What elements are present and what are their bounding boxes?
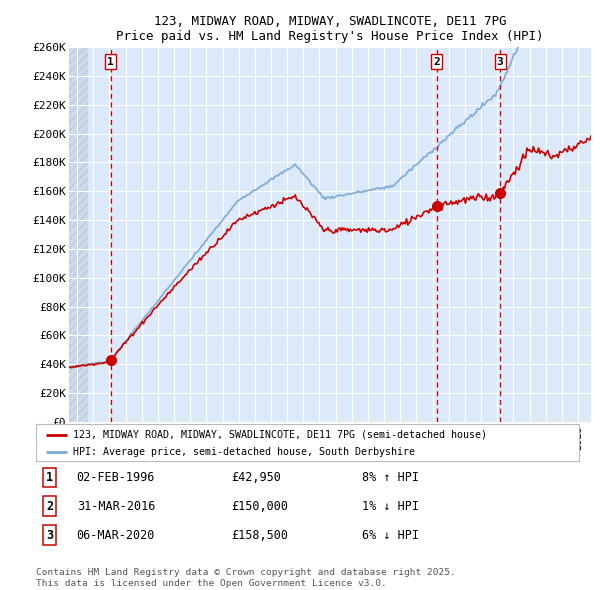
Text: 1: 1 [46,471,53,484]
Text: HPI: Average price, semi-detached house, South Derbyshire: HPI: Average price, semi-detached house,… [73,447,415,457]
Text: 6% ↓ HPI: 6% ↓ HPI [362,529,419,542]
Title: 123, MIDWAY ROAD, MIDWAY, SWADLINCOTE, DE11 7PG
Price paid vs. HM Land Registry': 123, MIDWAY ROAD, MIDWAY, SWADLINCOTE, D… [116,15,544,43]
Text: £150,000: £150,000 [232,500,289,513]
Text: 02-FEB-1996: 02-FEB-1996 [77,471,155,484]
Text: 3: 3 [497,57,503,67]
Text: £158,500: £158,500 [232,529,289,542]
Text: 3: 3 [46,529,53,542]
Text: 8% ↑ HPI: 8% ↑ HPI [362,471,419,484]
Text: Contains HM Land Registry data © Crown copyright and database right 2025.
This d: Contains HM Land Registry data © Crown c… [36,568,456,588]
Text: 123, MIDWAY ROAD, MIDWAY, SWADLINCOTE, DE11 7PG (semi-detached house): 123, MIDWAY ROAD, MIDWAY, SWADLINCOTE, D… [73,430,487,440]
Text: 2: 2 [433,57,440,67]
Text: 2: 2 [46,500,53,513]
Text: 31-MAR-2016: 31-MAR-2016 [77,500,155,513]
Text: 1% ↓ HPI: 1% ↓ HPI [362,500,419,513]
Text: £42,950: £42,950 [232,471,281,484]
Text: 1: 1 [107,57,114,67]
Text: 06-MAR-2020: 06-MAR-2020 [77,529,155,542]
